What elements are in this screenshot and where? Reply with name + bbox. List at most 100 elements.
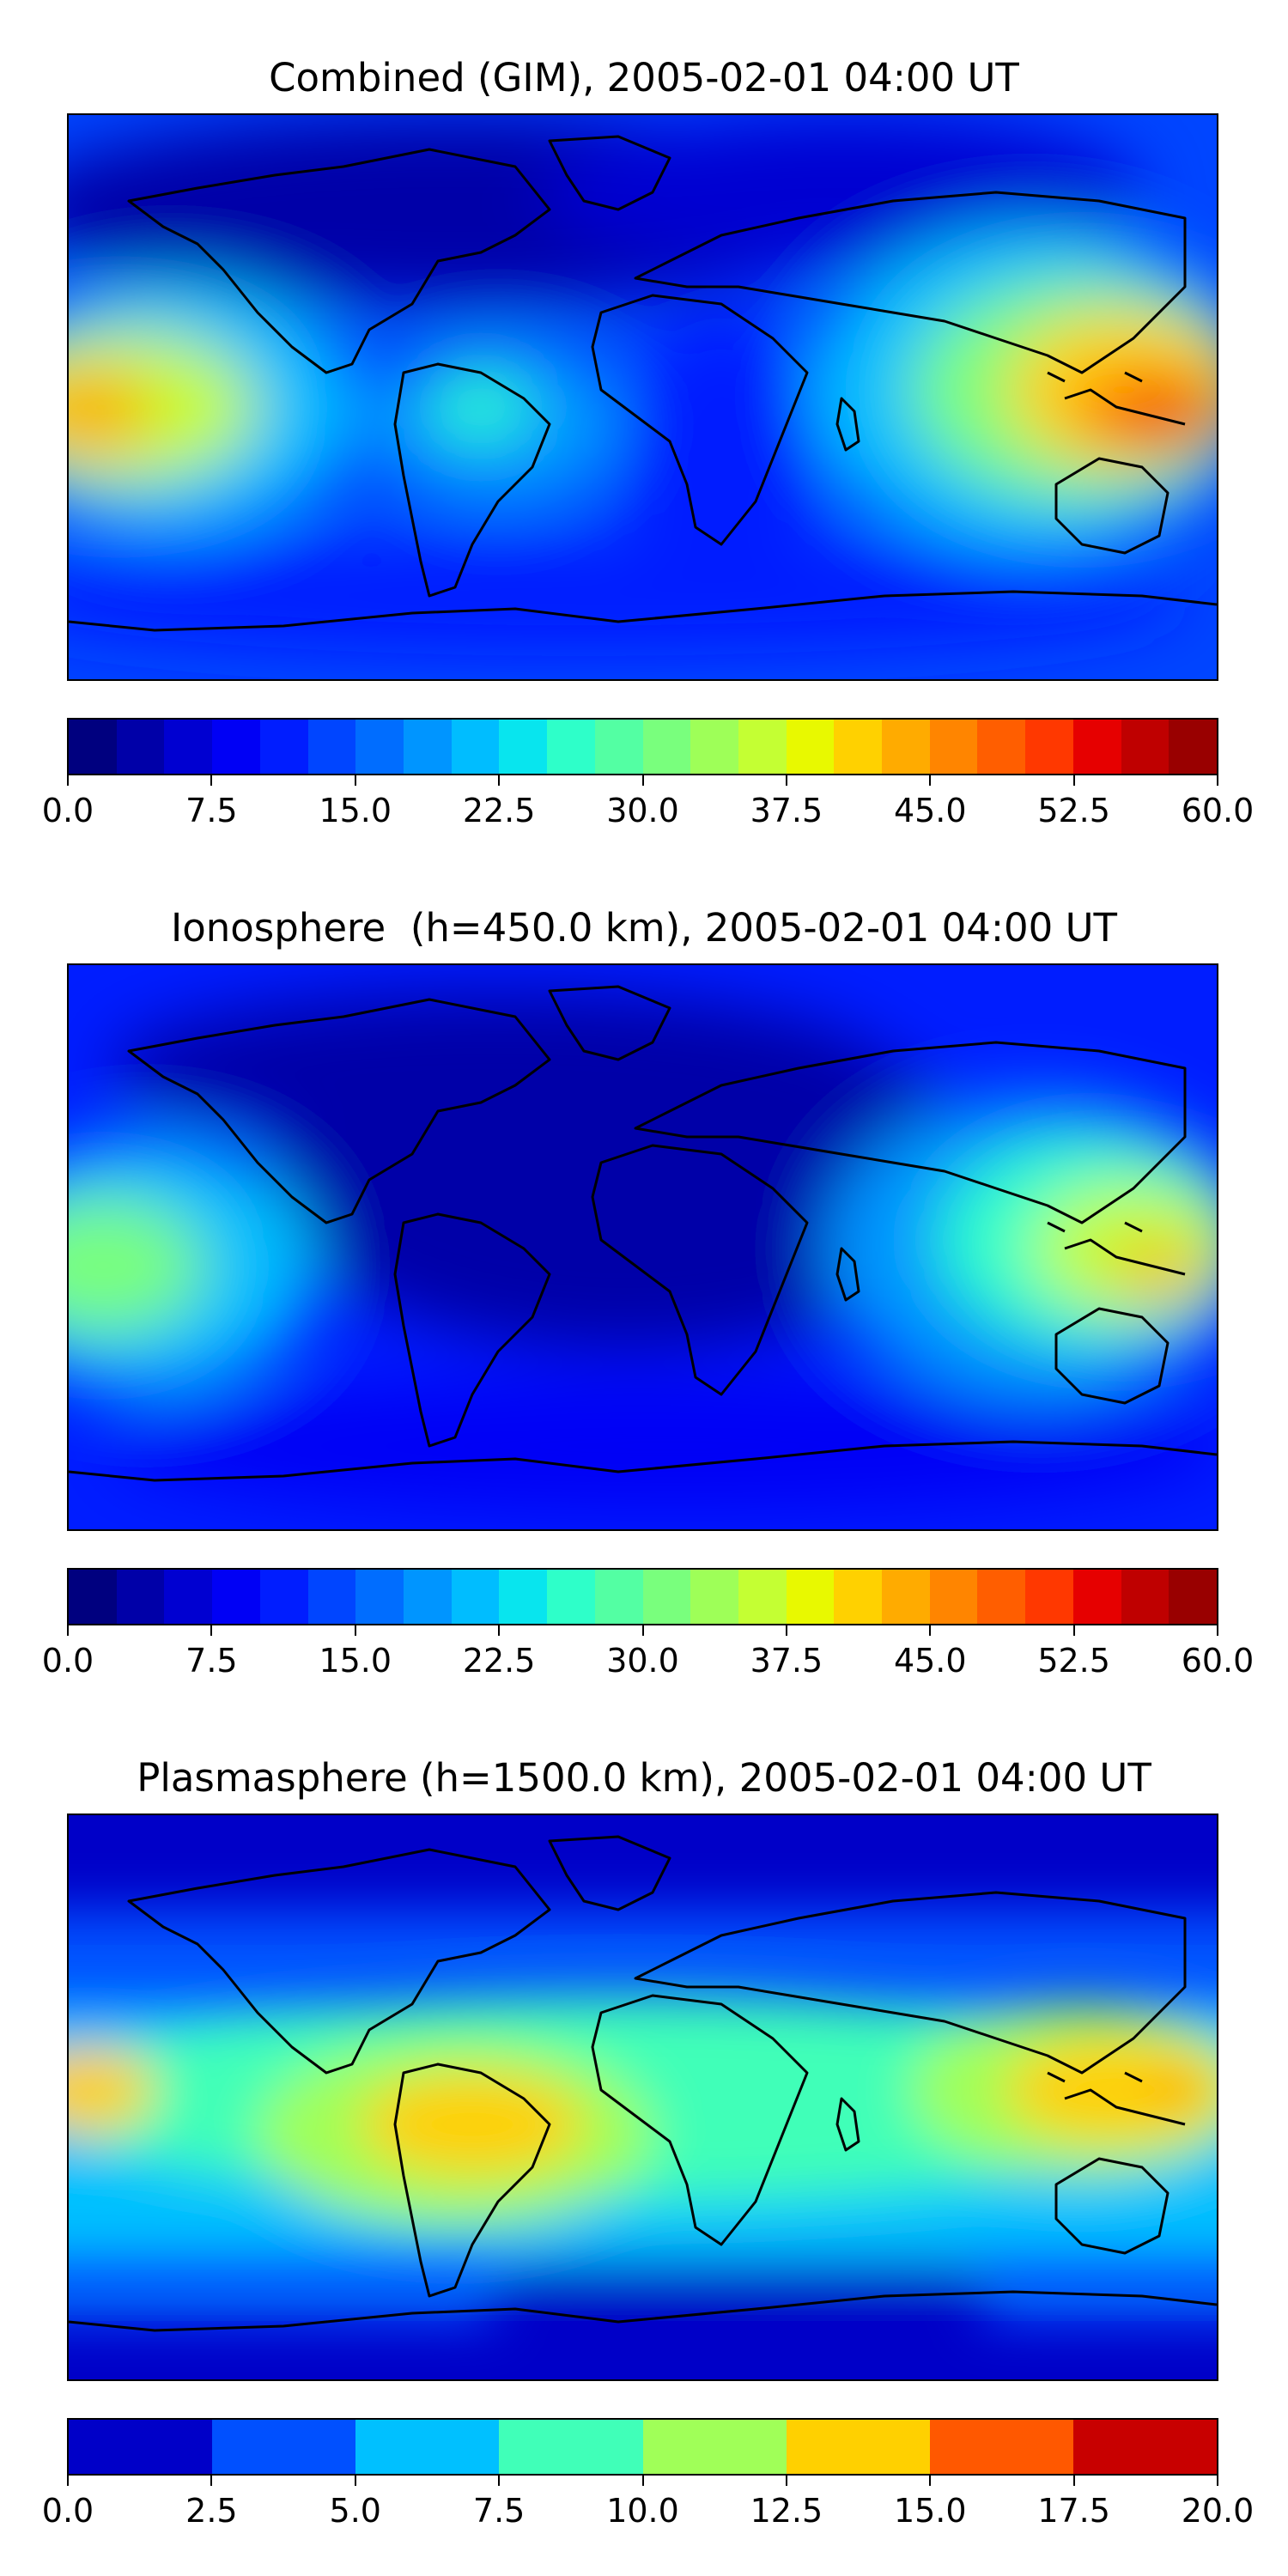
colorbar-tick-mark [1217,2476,1218,2486]
colorbar-band [977,1570,1026,1624]
colorbar-band [355,2420,500,2474]
colorbar-tick-label: 22.5 [462,792,536,829]
colorbar-tick-mark [929,1625,932,1636]
colorbar-tick-mark [641,1625,644,1636]
colorbar-tick-label: 0.0 [41,792,94,829]
colorbar-band [260,720,309,774]
colorbar-band [930,720,978,774]
colorbar-tick-label: 30.0 [606,1642,679,1680]
colorbar-tick-label: 52.5 [1037,1642,1110,1680]
colorbar-tick-mark [1217,1625,1218,1636]
colorbar-band [787,1570,835,1624]
plasmasphere-colorbar-bands [69,2420,1217,2474]
colorbar-band [787,2420,931,2474]
colorbar-band [882,1570,931,1624]
colorbar-tick-label: 15.0 [319,792,392,829]
colorbar-tick-mark [641,775,644,786]
colorbar-tick-label: 0.0 [41,1642,94,1680]
combined-colorbar-bands [69,720,1217,774]
colorbar-band [643,2420,787,2474]
colorbar-tick-label: 45.0 [893,792,967,829]
colorbar-band [930,1570,978,1624]
colorbar-tick-label: 10.0 [606,2492,679,2530]
colorbar-tick-mark [1217,775,1218,786]
colorbar-tick-mark [67,1625,69,1636]
colorbar-band [117,1570,165,1624]
colorbar-band [69,1570,118,1624]
colorbar-band [212,2420,356,2474]
colorbar-band [355,720,404,774]
colorbar-tick-label: 7.5 [472,2492,526,2530]
colorbar-band [404,720,453,774]
colorbar-band [1121,1570,1170,1624]
colorbar-band [452,1570,500,1624]
colorbar-band [547,1570,596,1624]
colorbar-tick-mark [785,2476,787,2486]
ionosphere-colorbar-ticks: 0.0 7.5 15.0 22.5 30.0 37.5 45.0 52.5 60.0 [42,1625,1254,1680]
coastlines [69,1835,1217,2332]
colorbar-band [738,1570,787,1624]
colorbar-band [260,1570,309,1624]
colorbar-band [499,2420,644,2474]
colorbar-band [452,720,500,774]
colorbar-tick-mark [210,775,213,786]
colorbar-band [164,720,213,774]
combined-colorbar-ticks: 0.0 7.5 15.0 22.5 30.0 37.5 45.0 52.5 60.0 [42,775,1254,829]
colorbar-band [690,720,739,774]
colorbar-tick-mark [354,775,356,786]
colorbar-tick-label: 7.5 [185,1642,238,1680]
colorbar-band [69,2420,213,2474]
colorbar-tick-mark [641,2476,644,2486]
colorbar-tick-mark [1072,775,1075,786]
colorbar-tick-mark [67,2476,69,2486]
colorbar-band [117,720,165,774]
colorbar-tick-mark [354,2476,356,2486]
colorbar-band [1169,720,1217,774]
colorbar-tick-label: 17.5 [1037,2492,1110,2530]
colorbar-band [930,2420,1074,2474]
plasmasphere-colorbar [67,2418,1218,2476]
colorbar-band [499,1570,548,1624]
colorbar-tick-label: 7.5 [185,792,238,829]
colorbar-band [1025,720,1074,774]
colorbar-band [643,1570,691,1624]
colorbar-tick-mark [67,775,69,786]
colorbar-tick-label: 37.5 [750,792,823,829]
ionosphere-colorbar [67,1568,1218,1625]
colorbar-tick-label: 5.0 [329,2492,381,2530]
colorbar-tick-label: 15.0 [893,2492,967,2530]
colorbar-band [1073,1570,1122,1624]
colorbar-band [595,1570,644,1624]
colorbar-band [355,1570,404,1624]
coastlines [69,985,1217,1482]
colorbar-tick-label: 2.5 [185,2492,238,2530]
colorbar-tick-mark [929,775,932,786]
colorbar-band [1169,1570,1217,1624]
colorbar-band [834,1570,883,1624]
plasmasphere-map-title: Plasmasphere (h=1500.0 km), 2005-02-01 0… [137,1755,1151,1801]
colorbar-tick-label: 0.0 [41,2492,94,2530]
combined-tec-map [67,113,1218,681]
colorbar-tick-mark [1072,1625,1075,1636]
plasmasphere-colorbar-ticks: 0.0 2.5 5.0 7.5 10.0 12.5 15.0 17.5 20.0 [42,2476,1254,2530]
colorbar-tick-label: 45.0 [893,1642,967,1680]
colorbar-band [977,720,1026,774]
combined-colorbar [67,718,1218,775]
colorbar-band [1073,720,1122,774]
colorbar-tick-label: 22.5 [462,1642,536,1680]
colorbar-band [212,1570,261,1624]
colorbar-tick-mark [1072,2476,1075,2486]
colorbar-tick-label: 30.0 [606,792,679,829]
colorbar-band [834,720,883,774]
ionosphere-tec-map [67,963,1218,1531]
colorbar-tick-mark [785,775,787,786]
colorbar-band [212,720,261,774]
colorbar-band [69,720,118,774]
colorbar-band [1073,2420,1217,2474]
plasmasphere-tec-map [67,1814,1218,2381]
ionosphere-colorbar-bands [69,1570,1217,1624]
colorbar-tick-mark [210,1625,213,1636]
colorbar-band [787,720,835,774]
colorbar-tick-label: 20.0 [1181,2492,1255,2530]
colorbar-band [404,1570,453,1624]
